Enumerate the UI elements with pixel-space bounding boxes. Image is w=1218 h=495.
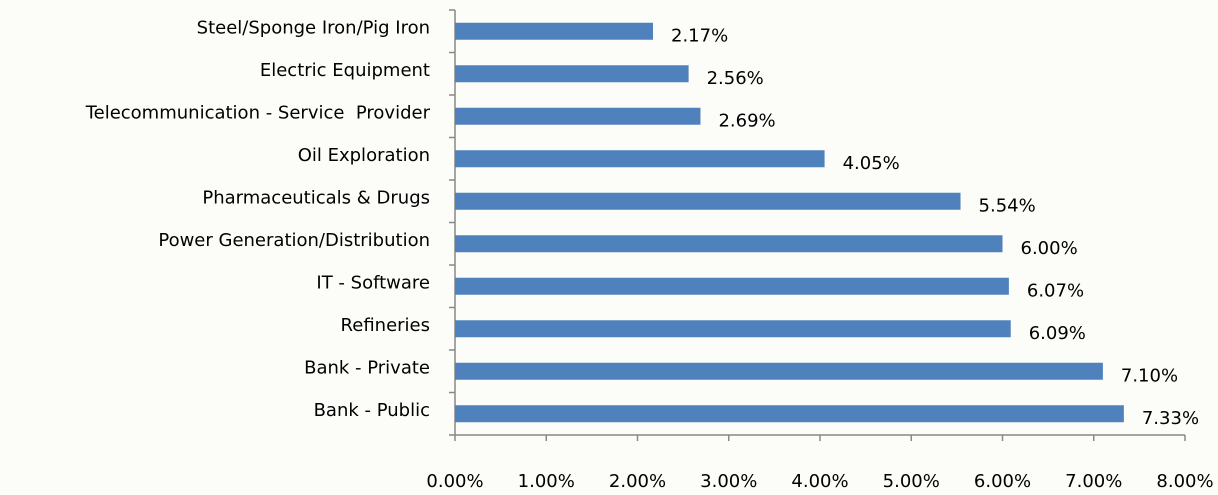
y-tick-label: IT - Software [316,272,430,293]
y-tick-label: Electric Equipment [260,60,430,81]
data-label: 6.09% [1029,323,1086,344]
data-label: 2.69% [718,110,775,131]
bar [455,150,825,168]
bar [455,107,701,125]
y-tick-label: Oil Exploration [298,145,430,166]
y-tick-label: Refineries [341,315,430,336]
bar [455,362,1103,380]
data-label: 5.54% [979,195,1036,216]
bar [455,65,689,83]
data-label: 4.05% [843,153,900,174]
x-tick-label: 3.00% [700,471,757,492]
y-tick-label: Telecommunication - Service Provider [85,102,431,123]
data-label: 6.00% [1021,238,1078,259]
y-tick-label: Pharmaceuticals & Drugs [202,187,430,208]
x-tick-label: 1.00% [518,471,575,492]
bar [455,277,1009,295]
bar [455,192,961,210]
y-tick-label: Bank - Public [314,400,430,421]
x-tick-label: 7.00% [1065,471,1122,492]
y-tick-label: Bank - Private [304,357,430,378]
x-tick-label: 5.00% [883,471,940,492]
x-tick-label: 8.00% [1156,471,1213,492]
data-label: 2.17% [671,25,728,46]
data-label: 7.33% [1142,408,1199,429]
bar [455,235,1003,253]
x-tick-label: 4.00% [791,471,848,492]
bar [455,320,1011,338]
data-label: 6.07% [1027,280,1084,301]
x-tick-label: 2.00% [609,471,666,492]
x-tick-label: 0.00% [426,471,483,492]
bar [455,405,1124,423]
y-tick-label: Power Generation/Distribution [158,230,430,251]
y-tick-label: Steel/Sponge Iron/Pig Iron [197,17,430,38]
bar [455,22,654,40]
data-label: 2.56% [707,68,764,89]
x-tick-label: 6.00% [974,471,1031,492]
data-label: 7.10% [1121,365,1178,386]
